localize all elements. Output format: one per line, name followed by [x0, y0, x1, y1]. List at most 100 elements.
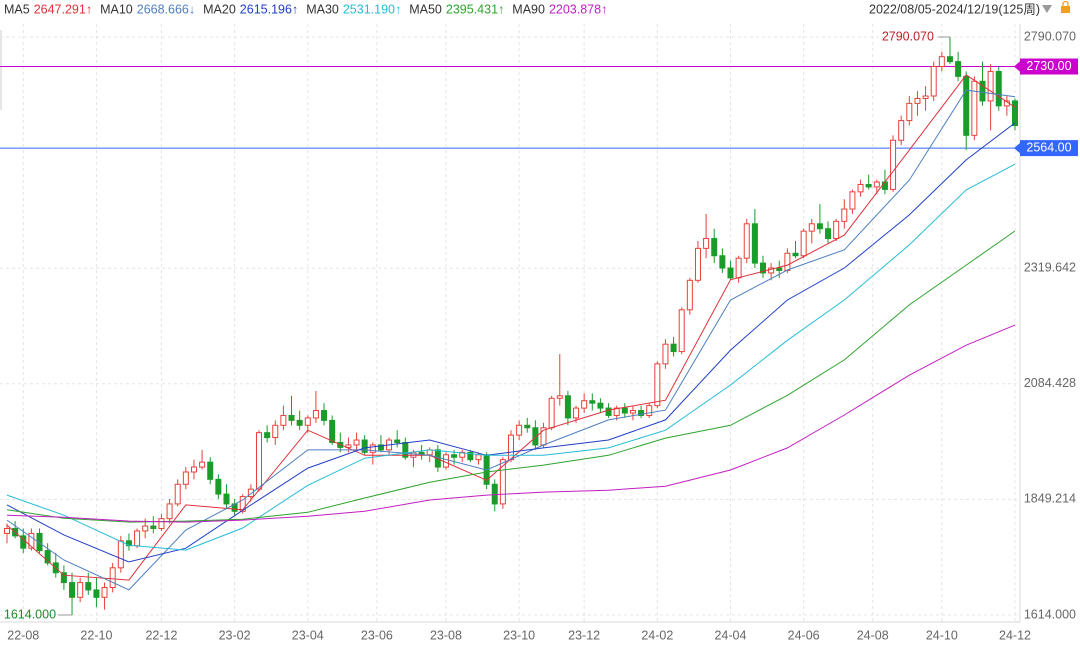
- candle-body: [524, 424, 531, 429]
- candle-body: [703, 238, 710, 249]
- candle-body: [321, 410, 328, 421]
- candle-body: [239, 496, 246, 512]
- legend-name: MA5: [4, 2, 30, 16]
- candle-body: [694, 247, 701, 281]
- x-tick-label: 23-12: [568, 628, 600, 642]
- y-tick-label: 2790.070: [1024, 29, 1076, 43]
- candle-body: [670, 343, 677, 353]
- x-tick-label: 24-06: [788, 628, 820, 642]
- candle-body: [881, 181, 888, 190]
- candle-body: [589, 400, 596, 404]
- annotation-label: 2790.070: [882, 29, 934, 43]
- candle-body: [890, 139, 897, 190]
- candle-body: [792, 252, 799, 257]
- candle-body: [857, 183, 864, 193]
- candle-body: [475, 454, 482, 461]
- x-tick-label: 24-08: [857, 628, 889, 642]
- candle-body: [906, 102, 913, 122]
- legend-name: MA10: [100, 2, 133, 16]
- candle-body: [605, 407, 612, 416]
- candle-body: [304, 417, 311, 426]
- candle-body: [394, 439, 401, 443]
- candle-body: [556, 395, 563, 399]
- x-tick-label: 22-10: [80, 628, 112, 642]
- candle-body: [1012, 100, 1018, 126]
- candle-body: [849, 191, 856, 210]
- lock-icon[interactable]: [1061, 6, 1070, 13]
- candle-body: [963, 75, 970, 136]
- legend-value: 2203.878↑: [549, 2, 607, 16]
- price-tag: [1020, 58, 1078, 75]
- price-tag: [1020, 140, 1078, 157]
- x-tick-label: 22-12: [145, 628, 177, 642]
- candle-body: [361, 439, 368, 453]
- candle-body: [36, 532, 43, 552]
- candle-body: [946, 56, 953, 63]
- candle-body: [735, 257, 742, 279]
- candle-body: [727, 267, 734, 279]
- y-tick-label: 1614.000: [1024, 607, 1076, 621]
- x-tick-label: 24-04: [714, 628, 746, 642]
- candle-body: [532, 427, 539, 446]
- candle-body: [760, 262, 766, 274]
- candle-body: [158, 518, 165, 530]
- candle-body: [223, 493, 230, 505]
- candle-body: [548, 397, 555, 429]
- candle-body: [451, 454, 458, 458]
- x-tick-label: 24-12: [999, 628, 1031, 642]
- candle-body: [467, 451, 474, 461]
- candle-body: [516, 424, 523, 436]
- candle-body: [597, 402, 604, 409]
- candle-body: [264, 432, 271, 439]
- candle-body: [150, 525, 157, 530]
- candle-body: [312, 410, 319, 419]
- legend-name: MA50: [409, 2, 442, 16]
- candle-body: [134, 530, 141, 547]
- candle-body: [288, 414, 295, 421]
- candle-body: [825, 228, 832, 240]
- legend: MA5 2647.291↑ MA10 2668.666↓ MA20 2615.196↑ MA…: [4, 2, 607, 16]
- candle-body: [85, 582, 92, 591]
- candle-body: [117, 540, 124, 569]
- candle-body: [938, 56, 945, 68]
- candle-body: [751, 223, 758, 264]
- candle-body: [296, 419, 303, 426]
- dropdown-icon[interactable]: [1042, 5, 1052, 13]
- candle-body: [256, 432, 262, 490]
- candle-body: [922, 95, 929, 99]
- candle-body: [646, 405, 653, 416]
- candle-body: [410, 451, 417, 458]
- candle-body: [971, 80, 978, 136]
- ma-line: [6, 122, 1016, 563]
- x-tick-label: 23-06: [361, 628, 393, 642]
- price-tag-arrow: [1014, 142, 1021, 155]
- candle-body: [190, 466, 197, 473]
- candle-body: [272, 424, 279, 439]
- candle-body: [955, 61, 962, 77]
- candle-body: [768, 267, 775, 274]
- candle-body: [808, 223, 815, 232]
- candle-body: [686, 279, 693, 311]
- legend-value: 2531.190↑: [343, 2, 401, 16]
- price-tag-label: 2730.00: [1026, 59, 1071, 73]
- candle-body: [564, 395, 571, 419]
- legend-value: 2615.196↑: [240, 2, 298, 16]
- candle-body: [369, 444, 376, 453]
- x-tick-label: 22-08: [7, 628, 39, 642]
- legend-name: MA90: [512, 2, 545, 16]
- candle-body: [995, 70, 1002, 107]
- candle-body: [280, 414, 287, 426]
- x-tick-label: 24-02: [641, 628, 673, 642]
- candle-body: [621, 407, 628, 414]
- candle-body: [353, 439, 360, 446]
- candle-body: [93, 589, 100, 598]
- x-tick-label: 24-10: [926, 628, 958, 642]
- lock-icon-shackle: [1062, 0, 1069, 6]
- candle-body: [914, 97, 921, 104]
- candle-body: [841, 208, 848, 222]
- price-tag-arrow: [1014, 60, 1021, 73]
- candle-body: [638, 410, 645, 416]
- y-tick-label: 2319.642: [1024, 260, 1076, 274]
- legend-value: 2668.666↓: [137, 2, 195, 16]
